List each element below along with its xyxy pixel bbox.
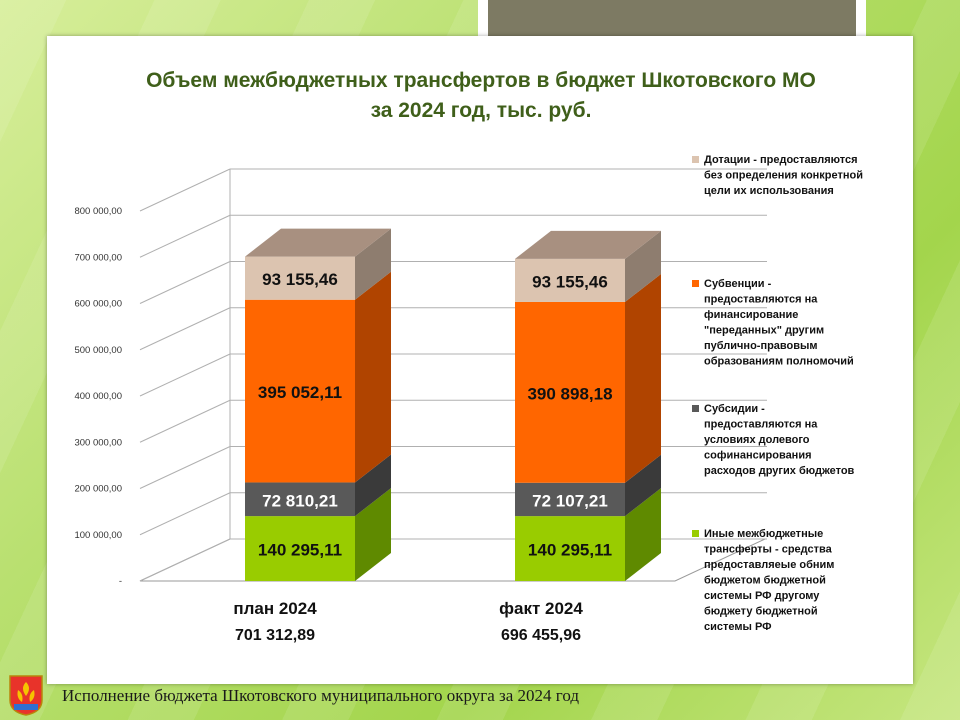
bar-segment-front [245, 482, 355, 517]
gridline-diagonal [139, 168, 231, 212]
legend-label: образованиям полномочий [704, 356, 854, 368]
chart-title-line2: за 2024 год, тыс. руб. [370, 99, 592, 122]
legend-label: расходов других бюджетов [704, 465, 855, 477]
x-category-label: план 2024 [233, 599, 317, 618]
bar-segment-side [355, 454, 391, 517]
chart-legend: Дотации - предоставляются без определения… [692, 154, 863, 633]
bar-segment-front [515, 258, 625, 302]
bar-segment-side [625, 488, 661, 581]
y-tick-label: 700 000,00 [74, 252, 122, 263]
footer-text: Исполнение бюджета Шкотовского муниципал… [62, 686, 579, 705]
legend-label: Иные межбюджетные [704, 528, 823, 540]
chart-title-line1: Объем межбюджетных трансфертов в бюджет … [146, 69, 816, 92]
x-axis: план 2024 701 312,89 факт 2024 696 455,96 [233, 599, 583, 644]
y-tick-label: 300 000,00 [74, 437, 122, 448]
bar-segment-front [245, 516, 355, 581]
legend-label: бюджетом бюджетной [704, 575, 826, 587]
gridline-diagonal [139, 399, 231, 443]
data-label: 390 898,18 [527, 384, 612, 403]
x-category-total: 701 312,89 [235, 627, 315, 644]
legend-label: системы РФ [704, 621, 772, 633]
bar-segment-side [625, 230, 661, 302]
x-category-label: факт 2024 [499, 599, 583, 618]
bar-segment-top [245, 228, 391, 257]
legend-label: публично-правовым [704, 340, 818, 352]
coat-of-arms-icon [9, 675, 43, 716]
legend-label: предоставляеые обним [704, 559, 834, 571]
bar-segment-front [515, 301, 625, 483]
legend-label: Дотации - предоставляются [704, 154, 858, 166]
legend-label: условиях долевого [704, 434, 810, 446]
legend-swatch [692, 280, 699, 287]
y-tick-label: 400 000,00 [74, 391, 122, 402]
chart-floor [139, 538, 766, 582]
legend-label: без определения конкретной [704, 170, 863, 182]
data-label: 395 052,11 [258, 383, 342, 402]
data-label: 93 155,46 [532, 272, 608, 291]
y-axis: - 100 000,00 200 000,00 300 000,00 400 000,0… [74, 206, 122, 587]
bar-segment-top [515, 230, 661, 259]
chart-bars: 140 295,11 72 810,21 395 052,11 93 155,46 14… [245, 228, 661, 581]
data-label: 140 295,11 [528, 541, 612, 560]
legend-label: трансферты - средства [704, 544, 833, 556]
y-tick-label: 600 000,00 [74, 299, 122, 310]
chart-title: Объем межбюджетных трансфертов в бюджет … [48, 66, 914, 126]
legend-label: Субсидии - [704, 403, 765, 415]
data-label: 72 810,21 [262, 491, 338, 510]
gridline-diagonal [139, 446, 231, 489]
gridline-diagonal [139, 214, 231, 258]
data-label: 93 155,46 [262, 270, 338, 289]
y-tick-label: - [119, 576, 122, 587]
legend-label: "переданных" другим [704, 325, 824, 337]
legend-swatch [692, 530, 699, 537]
bar-segment-side [355, 488, 391, 581]
gridline-diagonal [139, 261, 231, 304]
legend-label: системы РФ другому [704, 590, 820, 602]
y-tick-label: 800 000,00 [74, 206, 122, 217]
stacked-bar-chart: 140 295,11 72 810,21 395 052,11 93 155,46 14… [74, 154, 863, 644]
legend-swatch [692, 405, 699, 412]
bar-segment-front [515, 516, 625, 581]
gridline-diagonal [139, 307, 231, 351]
legend-label: бюджету бюджетной [704, 606, 818, 618]
legend-label: цели их использования [704, 185, 834, 197]
legend-label: финансирование [704, 309, 798, 321]
bar-segment-side [625, 454, 661, 517]
legend-label: софинансирования [704, 450, 812, 462]
bar-segment-side [625, 273, 661, 483]
bar-segment-front [245, 256, 355, 300]
top-tab [488, 0, 856, 38]
legend-label: Субвенции - [704, 278, 772, 290]
data-label: 72 107,21 [532, 491, 608, 510]
y-tick-label: 100 000,00 [74, 530, 122, 541]
x-category-total: 696 455,96 [501, 627, 581, 644]
legend-label: предоставляются на [704, 419, 818, 431]
bar-segment-side [355, 271, 391, 483]
chart-grid [139, 168, 767, 582]
gridline-diagonal [139, 538, 231, 582]
gridline-diagonal [139, 492, 231, 536]
y-tick-label: 200 000,00 [74, 484, 122, 495]
legend-label: предоставляются на [704, 294, 818, 306]
gridline-diagonal [139, 353, 231, 397]
bar-segment-side [355, 228, 391, 300]
bar-segment-front [245, 299, 355, 483]
data-label: 140 295,11 [258, 541, 342, 560]
bar-segment-front [515, 482, 625, 517]
y-tick-label: 500 000,00 [74, 345, 122, 356]
legend-swatch [692, 156, 699, 163]
